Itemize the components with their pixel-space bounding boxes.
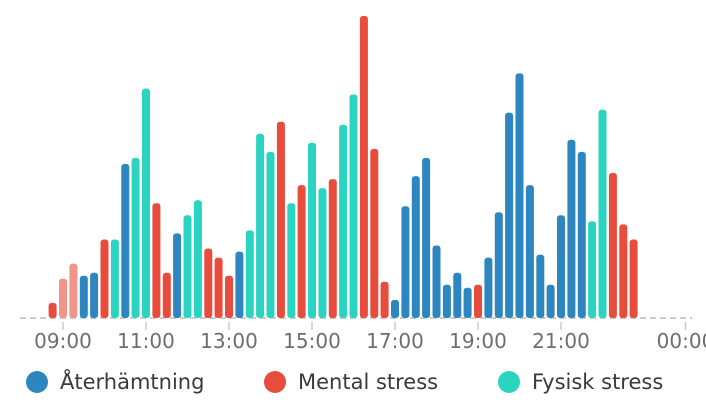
bar-1115 xyxy=(152,203,161,318)
bar-1500 xyxy=(308,142,316,318)
bars-group xyxy=(48,16,638,319)
bar-1300 xyxy=(225,275,233,318)
bar-1445 xyxy=(297,185,306,318)
bar-1945 xyxy=(505,112,514,318)
bar-1845 xyxy=(463,287,472,318)
bar-1615 xyxy=(359,16,368,318)
bar-1230 xyxy=(204,248,213,318)
bar-2145 xyxy=(588,221,597,318)
bar-1215 xyxy=(193,200,202,318)
bar-1530 xyxy=(328,179,337,318)
bar-1045 xyxy=(131,157,140,318)
x-tick-label: 19:00 xyxy=(449,329,507,353)
bar-1930 xyxy=(494,212,503,318)
bar-1630 xyxy=(370,148,379,318)
bar-1830 xyxy=(453,272,462,318)
bar-1200 xyxy=(183,215,192,318)
bar-1800 xyxy=(432,245,441,318)
bar-2200 xyxy=(598,109,607,318)
bar-1515 xyxy=(318,188,327,318)
bar-1345 xyxy=(256,133,265,318)
legend-dot-recovery xyxy=(26,371,48,393)
bar-1145 xyxy=(173,233,182,318)
x-tick-label: 11:00 xyxy=(117,329,175,353)
x-tick-label: 13:00 xyxy=(200,329,258,353)
legend: Återhämtning Mental stress Fysisk stress xyxy=(0,364,706,400)
bar-0900 xyxy=(59,278,67,318)
bar-1745 xyxy=(422,157,431,318)
bar-1430 xyxy=(287,203,296,318)
bar-1915 xyxy=(484,257,493,318)
legend-label-mental-stress: Mental stress xyxy=(298,370,439,394)
bar-2015 xyxy=(525,185,534,318)
bar-1900 xyxy=(474,284,482,318)
legend-item-physical-stress: Fysisk stress xyxy=(498,364,663,400)
bar-1715 xyxy=(401,206,410,318)
bar-2000 xyxy=(515,73,524,319)
bar-2230 xyxy=(619,224,628,318)
bar-1700 xyxy=(391,299,399,318)
x-tick-label: 21:00 xyxy=(532,329,590,353)
bar-1400 xyxy=(266,151,275,318)
legend-item-mental-stress: Mental stress xyxy=(264,364,438,400)
bar-1330 xyxy=(245,230,254,318)
bar-0945 xyxy=(90,272,99,318)
bar-2100 xyxy=(557,215,565,318)
legend-dot-mental-stress xyxy=(264,371,286,393)
legend-dot-physical-stress xyxy=(498,371,520,393)
bar-0915 xyxy=(69,263,78,318)
bar-1315 xyxy=(235,251,244,318)
bar-2045 xyxy=(546,284,555,318)
bar-2215 xyxy=(608,173,617,318)
legend-label-recovery: Återhämtning xyxy=(60,370,205,394)
bar-1015 xyxy=(110,239,119,318)
legend-label-physical-stress: Fysisk stress xyxy=(532,370,664,394)
bar-1815 xyxy=(442,284,451,318)
bar-0930 xyxy=(79,275,88,318)
bar-2030 xyxy=(536,254,545,318)
x-axis-ticks: 09:00 11:00 13:00 15:00 17:00 19:00 21:00 00:00 xyxy=(34,322,706,353)
bar-1730 xyxy=(411,176,420,318)
x-tick-label: 17:00 xyxy=(366,329,424,353)
bar-2130 xyxy=(577,151,586,318)
legend-item-recovery: Återhämtning xyxy=(26,364,204,400)
bar-1000 xyxy=(100,239,109,318)
bar-1415 xyxy=(276,121,285,318)
bar-1545 xyxy=(339,124,348,318)
x-tick-label: 15:00 xyxy=(283,329,341,353)
bar-1600 xyxy=(349,94,358,318)
x-tick-label: 09:00 xyxy=(34,329,92,353)
bar-0845 xyxy=(48,302,57,318)
bar-2115 xyxy=(567,139,576,318)
bar-1130 xyxy=(162,272,171,318)
bar-2245 xyxy=(629,239,638,318)
bar-1645 xyxy=(380,281,389,318)
bar-1245 xyxy=(214,257,223,318)
x-tick-label: 00:00 xyxy=(657,329,706,353)
bar-1100 xyxy=(142,88,150,318)
bar-1030 xyxy=(121,164,130,318)
